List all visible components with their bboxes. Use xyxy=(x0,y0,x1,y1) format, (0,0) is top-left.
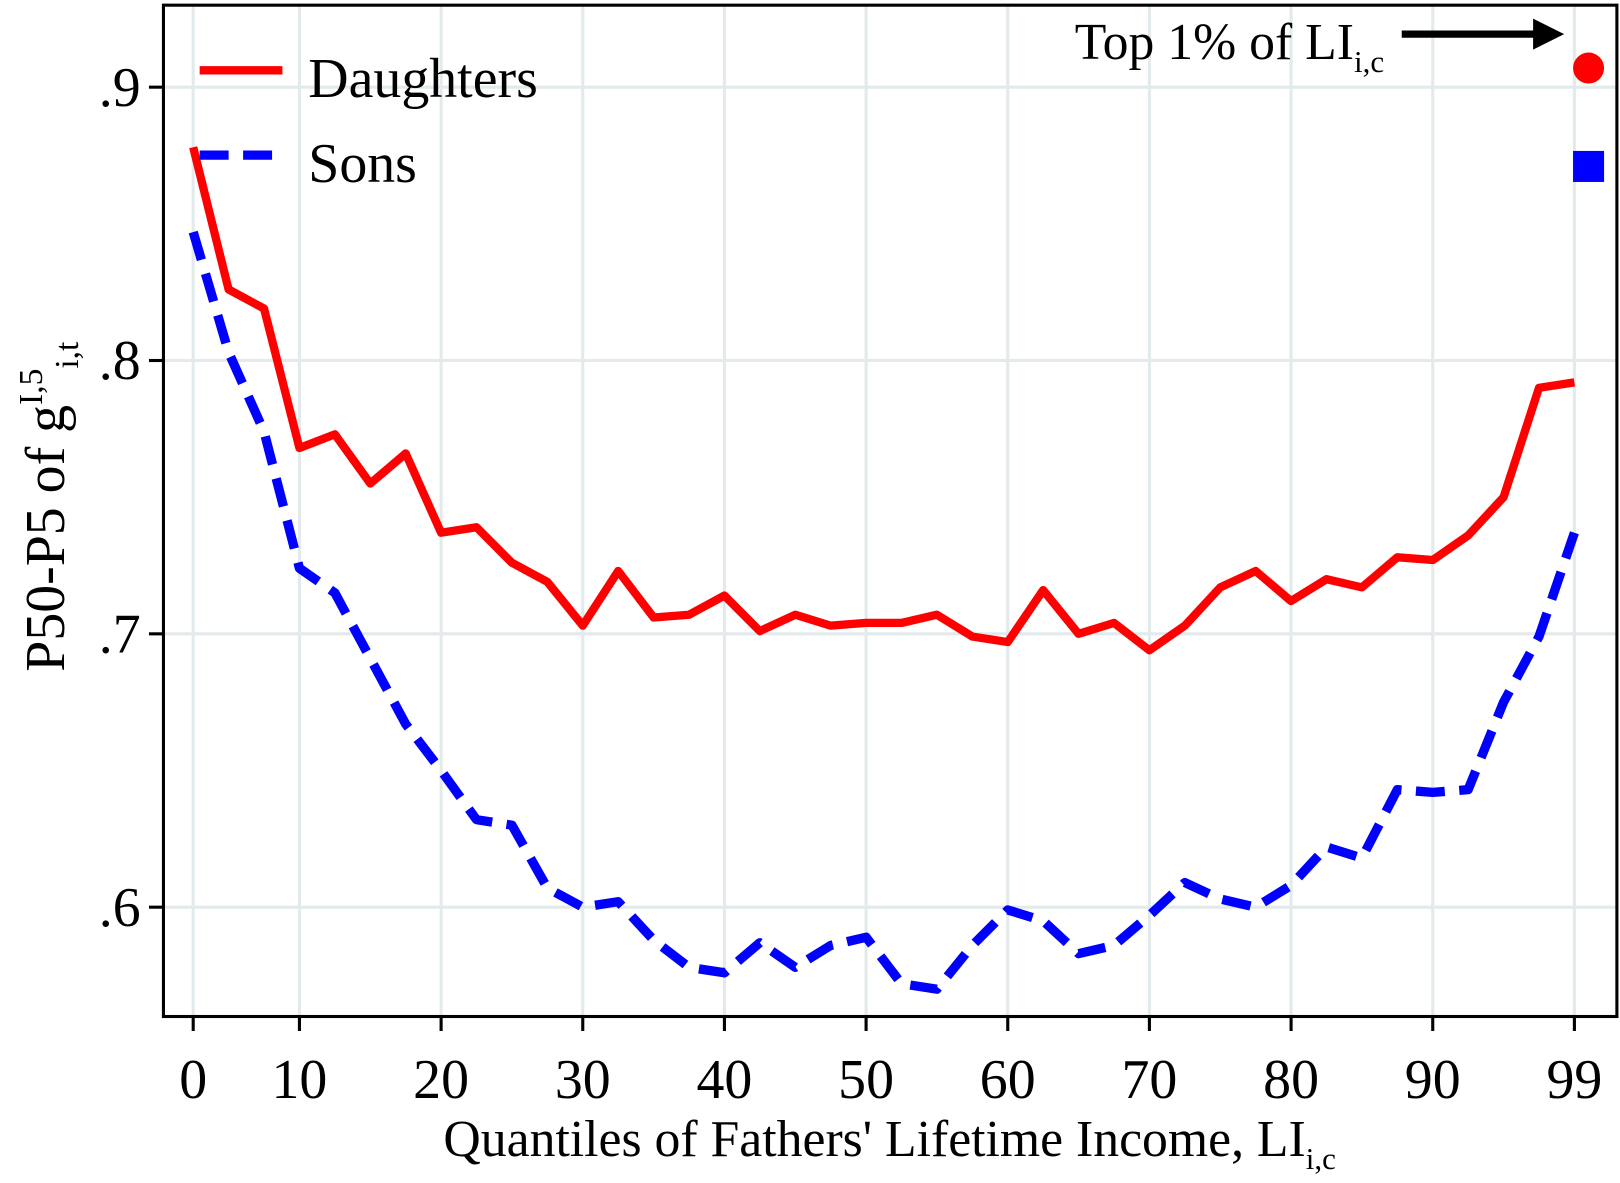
x-tick-label: 99 xyxy=(1546,1049,1602,1111)
legend-label: Sons xyxy=(308,133,417,195)
plot-frame xyxy=(161,3,1619,1019)
x-tick-label: 0 xyxy=(179,1049,207,1111)
y-tick-label: .7 xyxy=(99,603,141,665)
labels: 0 10 20 30 40 50 60 70 80 90 99 .6 .7 .8 .9 Daughters So… xyxy=(13,14,1603,1176)
x-axis-label: Quantiles of Fathers' Lifetime Income, L… xyxy=(443,1111,1335,1176)
y-axis-label-text: P50-P5 of g xyxy=(15,405,77,672)
x-tick-label: 40 xyxy=(697,1049,753,1111)
x-tick-label: 10 xyxy=(272,1049,328,1111)
plot-area xyxy=(188,52,1605,994)
y-axis-label-sub: i,t xyxy=(49,341,86,369)
annotation: Top 1% of LIi,c xyxy=(1075,14,1384,79)
legend-label: Daughters xyxy=(308,48,538,110)
y-axis-label: P50-P5 of gI,5i,t xyxy=(13,341,86,672)
y-tick-label: .9 xyxy=(99,57,141,119)
annotation-sub: i,c xyxy=(1354,44,1384,79)
top1-marker xyxy=(1573,52,1605,84)
x-tick-label: 50 xyxy=(838,1049,894,1111)
y-axis-label-sup: I,5 xyxy=(13,369,50,405)
x-tick-label: 30 xyxy=(555,1049,611,1111)
top1-marker xyxy=(1573,150,1605,182)
series-line xyxy=(189,146,1576,655)
annotation-text: Top 1% of LI xyxy=(1075,14,1354,71)
x-tick-label: 60 xyxy=(980,1049,1036,1111)
annotation-arrow xyxy=(1401,18,1565,50)
y-tick-label: .6 xyxy=(99,877,141,939)
x-axis-label-sub: i,c xyxy=(1306,1141,1336,1176)
x-tick-label: 90 xyxy=(1405,1049,1461,1111)
x-tick-label: 80 xyxy=(1263,1049,1319,1111)
x-tick-label: 20 xyxy=(413,1049,469,1111)
y-tick-label: .8 xyxy=(99,330,141,392)
series-line xyxy=(188,230,1579,994)
x-tick-label: 70 xyxy=(1121,1049,1177,1111)
x-axis-label-text: Quantiles of Fathers' Lifetime Income, L… xyxy=(443,1111,1305,1168)
